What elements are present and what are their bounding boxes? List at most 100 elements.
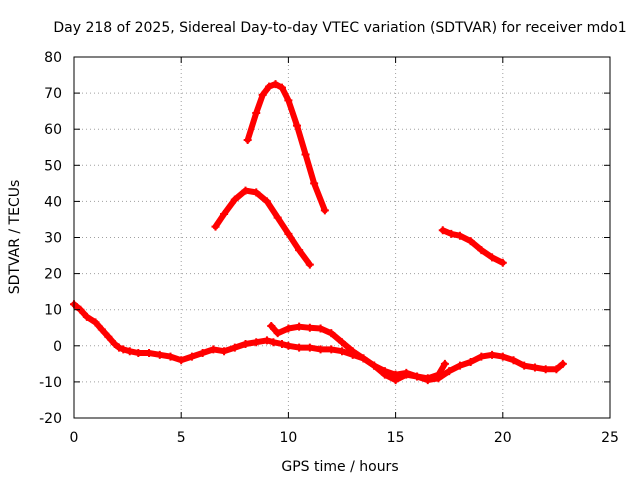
y-tick-label: 0 bbox=[53, 339, 62, 355]
y-tick-label: 40 bbox=[44, 194, 62, 210]
y-tick-label: 70 bbox=[44, 86, 62, 102]
data-point bbox=[295, 246, 304, 255]
data-point bbox=[277, 339, 286, 348]
data-point bbox=[273, 213, 282, 222]
x-tick-label: 10 bbox=[279, 430, 297, 446]
data-point bbox=[166, 352, 175, 361]
y-tick-label: -10 bbox=[39, 375, 62, 391]
y-tick-label: 20 bbox=[44, 267, 62, 283]
data-point bbox=[284, 96, 293, 105]
data-point bbox=[466, 237, 475, 246]
data-point bbox=[305, 343, 314, 352]
series-line bbox=[268, 322, 448, 382]
data-point bbox=[316, 345, 325, 354]
series-line bbox=[71, 301, 566, 384]
data-point bbox=[370, 361, 379, 370]
x-tick-label: 15 bbox=[387, 430, 405, 446]
data-point bbox=[155, 350, 164, 359]
x-axis-label: GPS time / hours bbox=[281, 459, 398, 475]
data-point bbox=[211, 222, 220, 231]
data-point bbox=[402, 368, 411, 377]
data-point bbox=[338, 338, 346, 347]
data-point bbox=[252, 188, 261, 197]
data-point bbox=[477, 246, 486, 255]
data-point bbox=[558, 359, 567, 368]
data-point bbox=[104, 332, 113, 341]
data-point bbox=[230, 195, 239, 204]
data-point bbox=[498, 352, 507, 361]
x-tick-label: 5 bbox=[177, 430, 186, 446]
data-point bbox=[305, 260, 314, 269]
x-tick-label: 25 bbox=[601, 430, 619, 446]
data-point bbox=[413, 372, 422, 381]
data-point bbox=[241, 186, 250, 195]
data-point bbox=[198, 349, 207, 358]
data-point bbox=[82, 312, 91, 321]
data-point bbox=[338, 347, 346, 356]
y-axis-label: SDTVAR / TECUs bbox=[7, 180, 23, 295]
data-point bbox=[271, 80, 280, 89]
data-point bbox=[327, 329, 336, 338]
data-point bbox=[455, 361, 464, 370]
data-point bbox=[243, 136, 252, 145]
series-track-2 bbox=[267, 321, 449, 383]
series-line bbox=[212, 187, 313, 268]
y-tick-label: 50 bbox=[44, 158, 62, 174]
data-point bbox=[230, 343, 239, 352]
data-point bbox=[119, 345, 128, 354]
data-point bbox=[305, 323, 314, 332]
data-point bbox=[262, 336, 271, 345]
data-point bbox=[277, 83, 286, 92]
data-point bbox=[209, 345, 218, 354]
data-point bbox=[284, 324, 293, 333]
data-point bbox=[269, 338, 278, 347]
data-point bbox=[97, 325, 106, 334]
data-point bbox=[252, 338, 261, 347]
data-point bbox=[125, 347, 134, 356]
data-point bbox=[284, 229, 293, 238]
data-point bbox=[320, 206, 329, 215]
y-tick-label: 10 bbox=[44, 303, 62, 319]
data-point bbox=[391, 370, 400, 379]
data-point bbox=[284, 341, 293, 350]
series-track-3 bbox=[211, 186, 314, 269]
data-point bbox=[295, 322, 304, 331]
data-point bbox=[134, 349, 143, 358]
y-tick-label: -20 bbox=[39, 411, 62, 427]
data-point bbox=[466, 358, 475, 367]
data-point bbox=[262, 197, 271, 206]
data-series-group bbox=[70, 80, 567, 385]
data-point bbox=[267, 321, 276, 330]
y-tick-label: 80 bbox=[44, 50, 62, 66]
data-point bbox=[488, 350, 497, 359]
data-point bbox=[110, 339, 119, 348]
data-point bbox=[273, 329, 282, 338]
series-track-1 bbox=[70, 300, 567, 385]
data-point bbox=[292, 121, 301, 130]
y-tick-label: 60 bbox=[44, 122, 62, 138]
data-point bbox=[520, 361, 529, 370]
data-point bbox=[265, 82, 274, 91]
data-point bbox=[541, 365, 550, 374]
data-point bbox=[434, 370, 443, 379]
x-tick-label: 0 bbox=[70, 430, 79, 446]
data-point bbox=[241, 339, 250, 348]
data-point bbox=[327, 345, 336, 354]
data-point bbox=[177, 356, 186, 365]
data-point bbox=[348, 347, 357, 356]
y-tick-label: 30 bbox=[44, 231, 62, 247]
data-point bbox=[301, 150, 310, 159]
data-point bbox=[91, 318, 100, 327]
data-point bbox=[310, 179, 319, 188]
data-point bbox=[440, 359, 449, 368]
data-point bbox=[220, 347, 229, 356]
chart-title: Day 218 of 2025, Sidereal Day-to-day VTE… bbox=[53, 20, 626, 36]
data-point bbox=[359, 354, 368, 363]
data-point bbox=[295, 343, 304, 352]
data-point bbox=[509, 356, 518, 365]
data-point bbox=[380, 367, 389, 376]
data-point bbox=[145, 349, 154, 358]
x-tick-label: 20 bbox=[494, 430, 512, 446]
series-track-5 bbox=[438, 226, 507, 267]
